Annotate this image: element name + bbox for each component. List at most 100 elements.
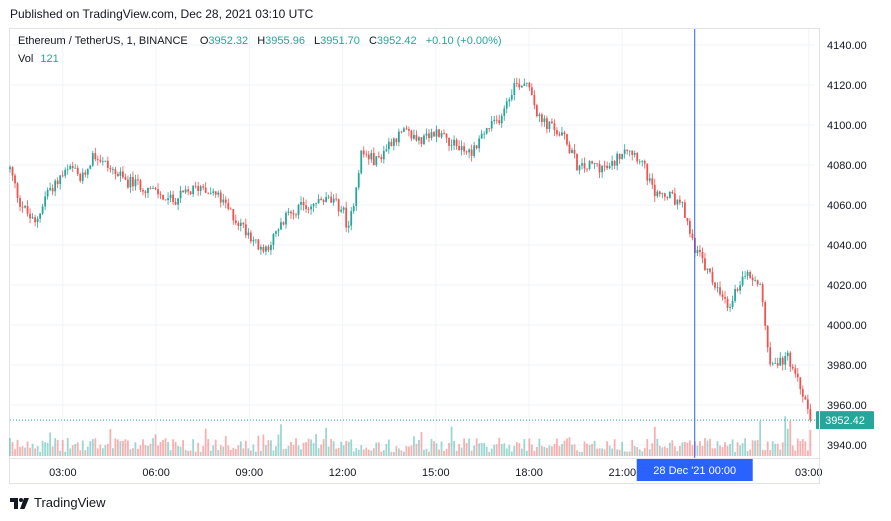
- volume-bar: [64, 451, 67, 456]
- volume-bar: [174, 441, 177, 456]
- volume-bar: [239, 441, 242, 456]
- candle-body: [450, 145, 453, 147]
- candle-body: [287, 211, 290, 213]
- candle-body: [671, 192, 674, 194]
- volume-bar: [54, 438, 57, 456]
- candle-body: [46, 190, 49, 197]
- volume-bar: [729, 444, 731, 456]
- candle-body: [382, 150, 385, 160]
- volume-bar: [212, 445, 215, 456]
- candle-body: [119, 171, 122, 176]
- tradingview-footer[interactable]: TradingView: [10, 495, 106, 510]
- candle-body: [769, 347, 772, 365]
- candle-body: [280, 222, 282, 230]
- candle-body: [756, 280, 759, 285]
- volume-bar: [410, 445, 413, 456]
- candle-body: [425, 133, 428, 136]
- volume-bar: [646, 439, 649, 456]
- volume-bar: [699, 441, 701, 456]
- candle-body: [764, 302, 767, 326]
- candle-body: [71, 165, 74, 168]
- volume-bar: [232, 447, 235, 456]
- volume-bar: [31, 443, 34, 456]
- candle-body: [147, 187, 149, 194]
- candle-body: [177, 198, 179, 205]
- volume-bar: [402, 451, 405, 456]
- candle-body: [49, 188, 52, 191]
- candle-body: [781, 357, 784, 365]
- volume-bar: [518, 443, 521, 456]
- volume-bar: [420, 431, 423, 456]
- candle-body: [616, 153, 619, 166]
- candle-body: [76, 167, 79, 175]
- candle-body: [784, 356, 787, 365]
- candle-body: [212, 191, 215, 193]
- candle-body: [137, 179, 139, 181]
- legend-close-label: C: [368, 35, 377, 47]
- volume-bar: [350, 439, 353, 456]
- volume-bar: [473, 445, 476, 456]
- volume-bar: [372, 448, 375, 456]
- volume-bar: [347, 441, 350, 456]
- candle-body: [608, 165, 611, 169]
- volume-bar: [327, 446, 330, 456]
- candle-body: [563, 132, 566, 135]
- volume-bar: [312, 443, 315, 456]
- volume-bar: [658, 445, 661, 456]
- volume-bar: [154, 434, 157, 456]
- candle-body: [375, 156, 378, 166]
- volume-bar: [455, 450, 458, 456]
- candle-body: [86, 168, 89, 175]
- candle-body: [270, 245, 272, 251]
- volume-bar: [415, 443, 418, 456]
- candle-body: [510, 94, 513, 100]
- candle-body: [583, 163, 586, 169]
- candle-body: [159, 194, 162, 196]
- candle-body: [678, 199, 681, 203]
- candle-body: [440, 132, 443, 137]
- candle-body: [367, 154, 370, 160]
- candle-body: [719, 287, 721, 295]
- volume-bar: [656, 438, 659, 456]
- candle-body: [443, 132, 445, 134]
- volume-bar: [209, 450, 212, 456]
- candle-body: [59, 175, 62, 185]
- candle-body: [546, 118, 548, 130]
- volume-bar: [282, 449, 285, 456]
- volume-bar: [493, 444, 496, 456]
- volume-bar: [164, 438, 167, 456]
- volume-bar: [683, 441, 686, 456]
- volume-bar: [159, 441, 162, 456]
- volume-bar: [463, 438, 466, 456]
- candle-body: [568, 144, 571, 154]
- candle-body: [418, 137, 420, 141]
- volume-bar: [292, 445, 295, 456]
- candle-body: [400, 131, 403, 133]
- volume-bar: [21, 446, 24, 456]
- candle-body: [19, 198, 21, 207]
- volume-bar: [300, 449, 302, 456]
- volume-bar: [355, 448, 358, 456]
- volume-bar: [167, 441, 169, 456]
- volume-bar: [616, 449, 619, 456]
- volume-bar: [741, 443, 744, 456]
- last-price-badge: [816, 411, 874, 430]
- volume-bar: [222, 446, 225, 456]
- y-tick-label: 4000.00: [827, 320, 867, 332]
- candle-body: [387, 141, 390, 150]
- candle-body: [39, 213, 42, 219]
- volume-bar: [546, 447, 548, 456]
- volume-bar: [711, 448, 714, 456]
- volume-bar: [691, 445, 694, 456]
- candle-body: [202, 186, 205, 188]
- volume-bar: [89, 441, 92, 456]
- volume-bar: [397, 448, 400, 456]
- candle-body: [455, 139, 458, 147]
- candle-body: [99, 159, 102, 162]
- x-tick-label: 21:00: [609, 467, 637, 479]
- volume-bar: [365, 447, 368, 456]
- volume-value: 121: [40, 53, 59, 65]
- candle-body: [84, 172, 87, 175]
- volume-bar: [636, 447, 639, 456]
